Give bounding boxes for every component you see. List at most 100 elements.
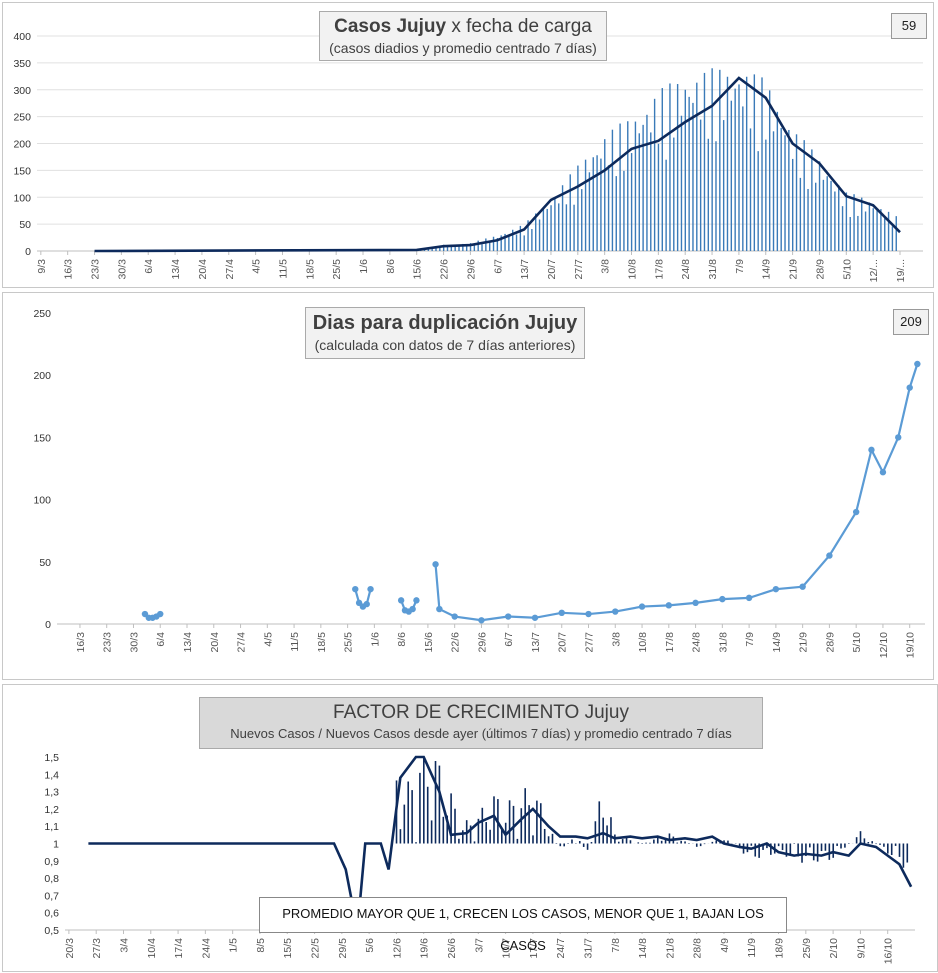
x-tick-label: 1/6 — [369, 632, 381, 647]
growth-factor-bar — [547, 836, 550, 844]
x-tick-label: 24/8 — [691, 632, 703, 653]
doubling-point — [868, 446, 875, 454]
daily-case-bar — [531, 229, 533, 251]
growth-factor-bar — [680, 840, 682, 844]
daily-case-bar — [627, 121, 629, 251]
growth-factor-bar — [454, 808, 456, 844]
x-tick-label: 30/3 — [128, 632, 140, 653]
growth-factor-bar — [801, 843, 803, 863]
average-line — [94, 76, 901, 253]
growth-factor-bar — [656, 837, 659, 844]
y-tick-label: 1,2 — [44, 804, 59, 816]
y-tick-label: 0 — [25, 246, 31, 258]
growth-factor-bar — [715, 840, 718, 844]
daily-case-bar — [600, 158, 602, 251]
x-tick-label: 28/8 — [692, 938, 704, 959]
daily-case-bar — [439, 247, 441, 251]
growth-factor-bar — [520, 808, 523, 844]
daily-case-bar — [619, 123, 621, 251]
daily-case-bar — [749, 128, 752, 251]
growth-factor-bar — [594, 821, 597, 844]
daily-case-bar — [730, 100, 733, 252]
x-tick-label: 3/8 — [610, 632, 622, 647]
growth-factor-bar — [586, 843, 589, 850]
daily-case-bar — [891, 226, 894, 251]
growth-factor-bar — [832, 843, 835, 858]
x-tick-label: 25/9 — [801, 938, 813, 959]
growth-average-line — [88, 755, 913, 931]
growth-factor-bar — [762, 843, 764, 850]
doubling-point — [397, 597, 405, 604]
growth-factor-bar — [840, 843, 842, 849]
growth-factor-bar — [590, 842, 593, 844]
growth-factor-bar — [559, 843, 562, 847]
daily-case-bar — [845, 192, 848, 251]
y-tick-label: 1,3 — [44, 787, 59, 799]
daily-case-bar — [799, 177, 802, 251]
daily-case-bar — [515, 234, 518, 251]
daily-case-bar — [519, 225, 522, 251]
daily-case-bar — [692, 102, 694, 251]
x-tick-label: 5/10 — [841, 259, 853, 280]
growth-factor-bar — [617, 841, 620, 844]
y-tick-label: 0,8 — [44, 873, 59, 885]
daily-case-bar — [784, 135, 786, 251]
daily-case-bar — [469, 243, 472, 251]
x-tick-label: 26/6 — [446, 938, 458, 959]
daily-case-bar — [465, 245, 468, 251]
daily-case-bar — [680, 115, 683, 252]
daily-case-bar — [604, 139, 606, 251]
daily-case-bar — [826, 176, 828, 251]
daily-case-bar — [573, 204, 575, 251]
x-tick-label: 8/5 — [255, 938, 267, 953]
chart-casos-badge: 59 — [891, 13, 927, 39]
growth-factor-bar — [645, 842, 647, 844]
x-tick-label: 5/10 — [851, 632, 863, 653]
growth-factor-bar — [493, 796, 495, 844]
daily-case-bar — [554, 197, 556, 251]
daily-case-bar — [642, 124, 644, 251]
daily-case-bar — [473, 245, 476, 251]
y-tick-label: 250 — [33, 308, 51, 320]
growth-factor-bar — [902, 843, 905, 868]
daily-case-bar — [876, 209, 878, 251]
x-tick-label: 13/7 — [519, 259, 531, 280]
doubling-point — [409, 605, 416, 613]
x-tick-label: 13/7 — [530, 632, 542, 653]
daily-case-bar — [815, 182, 817, 251]
daily-case-bar — [699, 119, 702, 251]
doubling-point — [638, 603, 646, 610]
chart-factor-note: PROMEDIO MAYOR QUE 1, CRECEN LOS CASOS, … — [259, 897, 787, 953]
y-tick-label: 100 — [13, 192, 31, 204]
daily-case-bar — [853, 194, 855, 251]
x-tick-label: 4/5 — [262, 632, 274, 647]
doubling-point — [826, 552, 833, 559]
daily-case-bar — [880, 209, 882, 251]
x-tick-label: 16/3 — [63, 259, 75, 280]
growth-factor-bar — [754, 843, 757, 857]
x-tick-label: 23/3 — [102, 632, 114, 653]
doubling-point — [906, 384, 913, 391]
y-tick-label: 1,4 — [44, 769, 59, 781]
growth-factor-bar — [781, 843, 784, 851]
growth-factor-bar — [727, 840, 729, 844]
daily-case-bar — [431, 248, 433, 251]
growth-factor-bar — [532, 835, 534, 844]
growth-factor-bar — [411, 790, 413, 844]
doubling-point — [585, 610, 592, 618]
y-tick-label: 150 — [13, 165, 31, 177]
daily-case-bar — [822, 179, 825, 251]
y-tick-label: 100 — [33, 495, 51, 507]
x-tick-label: 19/... — [895, 259, 907, 282]
growth-factor-bar — [610, 817, 612, 844]
daily-case-bar — [623, 170, 625, 251]
growth-factor-bar — [824, 843, 827, 851]
growth-factor-bar — [855, 837, 858, 844]
growth-factor-bar — [598, 801, 601, 844]
doubling-point — [852, 508, 860, 516]
chart-casos-title-suffix: x fecha de carga — [451, 16, 592, 37]
y-tick-label: 1 — [53, 839, 59, 851]
daily-case-bar — [584, 159, 587, 251]
daily-case-bar — [462, 243, 464, 251]
growth-factor-bar — [785, 843, 788, 857]
